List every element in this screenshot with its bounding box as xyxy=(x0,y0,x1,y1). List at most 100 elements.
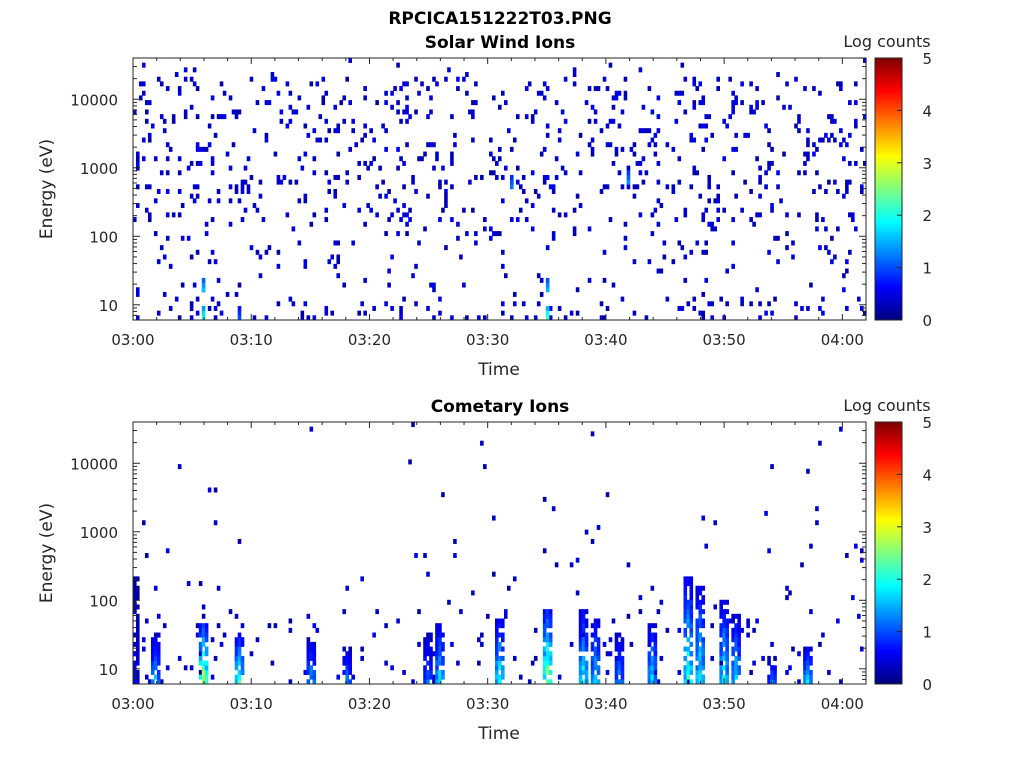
heatmap-cell xyxy=(360,301,364,307)
heatmap-cell xyxy=(770,146,774,152)
heatmap-cell xyxy=(480,641,484,647)
heatmap-cell xyxy=(390,305,394,311)
heatmap-cell xyxy=(737,618,741,624)
heatmap-cell xyxy=(767,128,771,134)
heatmap-cell xyxy=(551,184,556,190)
heatmap-cell xyxy=(351,674,355,680)
heatmap-cell xyxy=(342,660,347,666)
heatmap-cell xyxy=(593,627,598,633)
heatmap-cell xyxy=(689,651,694,657)
heatmap-cell xyxy=(686,604,691,610)
heatmap-cell xyxy=(680,62,685,68)
heatmap-cell xyxy=(542,646,547,652)
heatmap-cell xyxy=(177,189,182,194)
heatmap-cell xyxy=(632,310,637,316)
heatmap-cell xyxy=(755,618,759,624)
heatmap-cell xyxy=(743,179,747,185)
heatmap-cell xyxy=(495,665,499,671)
heatmap-cell xyxy=(776,72,780,78)
heatmap-cell xyxy=(165,142,170,148)
colorbar-tick-label: 2 xyxy=(922,571,932,589)
heatmap-cell xyxy=(297,156,302,162)
heatmap-cell xyxy=(650,623,655,629)
heatmap-cell xyxy=(195,632,200,638)
heatmap-cell xyxy=(731,90,735,96)
heatmap-cell xyxy=(153,651,158,657)
heatmap-cell xyxy=(312,660,317,666)
heatmap-cell xyxy=(264,315,269,321)
heatmap-cell xyxy=(815,212,819,218)
heatmap-cell xyxy=(689,623,694,629)
heatmap-cell xyxy=(701,146,706,152)
heatmap-cell xyxy=(429,655,433,661)
heatmap-cell xyxy=(390,104,394,110)
heatmap-cell xyxy=(360,576,364,582)
heatmap-cell xyxy=(429,669,433,675)
heatmap-cell xyxy=(551,189,556,194)
heatmap-cell xyxy=(189,160,194,166)
heatmap-cell xyxy=(605,492,610,498)
heatmap-cell xyxy=(435,623,439,629)
heatmap-cell xyxy=(201,665,206,671)
heatmap-cell xyxy=(336,240,341,246)
heatmap-cell xyxy=(432,165,436,171)
heatmap-cell xyxy=(312,641,317,647)
heatmap-cell xyxy=(201,674,206,680)
heatmap-cell xyxy=(848,100,852,106)
heatmap-cell xyxy=(429,142,433,148)
heatmap-cell xyxy=(647,142,652,148)
heatmap-cell xyxy=(650,674,655,680)
heatmap-cell xyxy=(617,655,622,661)
heatmap-cell xyxy=(201,623,206,629)
heatmap-cell xyxy=(465,231,469,237)
heatmap-cell xyxy=(677,305,682,311)
heatmap-cell xyxy=(728,618,732,624)
heatmap-cell xyxy=(827,669,831,675)
colorbar-1 xyxy=(874,57,903,321)
heatmap-cell xyxy=(683,646,688,652)
heatmap-cell xyxy=(201,627,206,633)
heatmap-cell xyxy=(710,226,715,232)
heatmap-cell xyxy=(204,669,209,675)
heatmap-cell xyxy=(746,632,750,638)
heatmap-cell xyxy=(644,315,649,321)
heatmap-cell xyxy=(596,86,601,92)
heatmap-cell xyxy=(581,646,586,652)
heatmap-cell xyxy=(863,160,867,166)
heatmap-cell xyxy=(695,240,700,246)
heatmap-cell xyxy=(321,100,326,106)
heatmap-cell xyxy=(509,217,514,223)
heatmap-cell xyxy=(216,198,221,204)
heatmap-cell xyxy=(144,674,149,680)
heatmap-cell xyxy=(701,123,706,129)
heatmap-cell xyxy=(210,217,215,223)
heatmap-cell xyxy=(722,632,726,638)
heatmap-cell xyxy=(144,118,149,124)
heatmap-cell xyxy=(162,291,167,297)
heatmap-cell xyxy=(815,226,819,232)
heatmap-cell xyxy=(845,305,849,311)
heatmap-cell xyxy=(216,189,221,194)
heatmap-cell xyxy=(216,277,221,283)
heatmap-cell xyxy=(333,189,338,194)
heatmap-cell xyxy=(183,114,188,120)
heatmap-cell xyxy=(755,100,759,106)
heatmap-cell xyxy=(773,679,777,685)
heatmap-cell xyxy=(653,132,658,138)
heatmap-cell xyxy=(653,665,658,671)
heatmap-cell xyxy=(848,249,852,255)
heatmap-cell xyxy=(135,151,140,157)
heatmap-cell xyxy=(495,655,499,661)
heatmap-cell xyxy=(542,81,547,87)
heatmap-cell xyxy=(177,170,182,176)
heatmap-cell xyxy=(701,249,706,255)
heatmap-cell xyxy=(545,623,550,629)
heatmap-cell xyxy=(764,310,768,316)
heatmap-cell xyxy=(297,198,302,204)
heatmap-cell xyxy=(306,637,311,643)
heatmap-cell xyxy=(548,184,553,190)
colorbar-tick-label: 0 xyxy=(922,676,932,694)
heatmap-cell xyxy=(240,623,245,629)
heatmap-cell xyxy=(153,655,158,661)
heatmap-cell xyxy=(171,212,176,218)
